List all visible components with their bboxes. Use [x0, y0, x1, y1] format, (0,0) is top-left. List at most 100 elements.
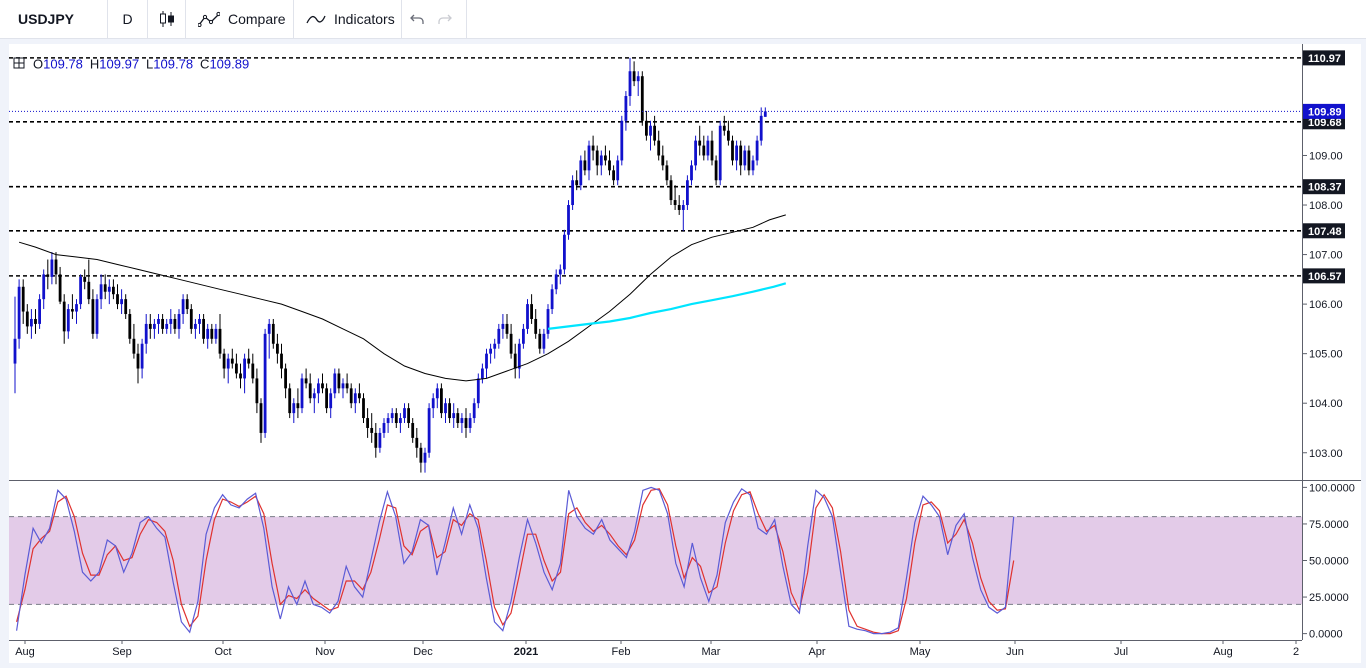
candle-body	[419, 447, 423, 463]
candle-body	[595, 150, 599, 166]
compare-button[interactable]: Compare	[186, 0, 294, 38]
interval-button[interactable]: D	[108, 0, 148, 38]
chart-type-button[interactable]	[148, 0, 186, 38]
candle-body	[661, 155, 665, 166]
candle	[530, 294, 533, 324]
candle	[501, 314, 505, 339]
candle-body	[112, 286, 115, 295]
redo-button[interactable]	[432, 0, 467, 38]
time-axis-label: Dec	[413, 646, 433, 658]
candle-body	[714, 160, 718, 181]
level-badge-bg	[1303, 268, 1345, 284]
candle-body	[501, 323, 505, 329]
stochastic-d-line	[16, 488, 1015, 635]
candle-body	[636, 76, 640, 82]
candle	[567, 200, 570, 240]
legend-close-label: C	[200, 57, 209, 72]
candle	[759, 107, 763, 146]
candle	[349, 383, 353, 409]
chart-svg[interactable]: 103.00 104.00 105.00 106.00 107.00 108.00 109.…	[9, 44, 1361, 663]
candle-body	[378, 432, 382, 448]
candle-body	[304, 378, 308, 384]
candle	[526, 299, 529, 334]
candle	[337, 368, 341, 394]
candle-body	[226, 358, 230, 369]
candle-body	[38, 299, 41, 324]
candle	[735, 140, 738, 171]
price-axis[interactable]	[1303, 44, 1361, 663]
candle-body	[128, 314, 132, 339]
candle	[649, 120, 652, 151]
candle-body	[489, 348, 492, 354]
candle-body	[243, 358, 246, 379]
candle-body	[522, 328, 525, 344]
candle-body	[706, 140, 710, 156]
candle	[624, 91, 628, 131]
candle-body	[591, 145, 595, 151]
indicators-button[interactable]: Indicators	[294, 0, 402, 38]
price-axis-label: 108.00	[1309, 200, 1343, 212]
candle	[239, 363, 242, 389]
candle	[702, 135, 706, 161]
candle	[99, 274, 103, 310]
stochastic-k-line	[16, 486, 1015, 635]
candle	[653, 115, 656, 146]
time-axis-label: Jun	[1006, 646, 1024, 658]
candle-body	[735, 145, 738, 161]
candle-body	[169, 318, 173, 324]
candle-body	[312, 393, 316, 399]
candle	[173, 314, 177, 334]
candle	[34, 309, 37, 334]
time-axis-label: Nov	[315, 646, 335, 658]
candle-body	[34, 318, 37, 324]
candle	[731, 135, 734, 166]
level-price-badge: 110.97	[1303, 50, 1345, 66]
candle	[304, 368, 308, 389]
ohlc-legend: O109.78 H109.97 L109.78 C109.89	[13, 57, 249, 72]
candle	[66, 304, 70, 339]
candle	[148, 314, 152, 339]
candle-body	[177, 314, 181, 329]
candle	[226, 353, 230, 384]
candle	[218, 314, 222, 359]
candle-body	[407, 408, 410, 424]
candle-body	[755, 140, 759, 161]
candle-body	[321, 383, 324, 389]
stochastic-axis-label: 0.0000	[1309, 629, 1343, 641]
candle	[497, 323, 501, 349]
candle	[677, 195, 681, 215]
chart-panel: 103.00 104.00 105.00 106.00 107.00 108.00 109.…	[9, 44, 1361, 663]
candle	[107, 279, 111, 305]
candle-body	[13, 338, 17, 364]
candle	[189, 304, 193, 334]
candle	[132, 323, 136, 359]
candle	[112, 279, 115, 300]
candle-body	[550, 289, 554, 310]
undo-button[interactable]	[402, 0, 432, 38]
level-badge-bg	[1303, 223, 1345, 239]
candle-body	[747, 150, 751, 171]
candle	[616, 155, 620, 186]
price-axis-label: 107.00	[1309, 250, 1343, 262]
candle-body	[308, 383, 312, 399]
candle	[181, 294, 185, 324]
symbol-search-button[interactable]: USDJPY	[0, 0, 108, 38]
time-axis-label: Feb	[612, 646, 631, 658]
candle	[194, 318, 197, 339]
stochastic-band	[9, 516, 1302, 605]
candle-body	[718, 125, 722, 181]
candle	[345, 373, 349, 394]
candle-body	[497, 328, 501, 344]
candle	[755, 135, 759, 166]
indicators-icon	[306, 13, 326, 25]
candle	[230, 348, 234, 369]
candle-body	[17, 286, 21, 339]
candle-body	[669, 180, 673, 201]
candle-body	[444, 403, 447, 414]
candle	[17, 279, 21, 349]
candle-body	[75, 304, 78, 312]
time-axis-label: Aug	[15, 646, 35, 658]
candle-body	[571, 180, 574, 206]
candle	[464, 408, 468, 438]
candle-body	[79, 276, 82, 305]
